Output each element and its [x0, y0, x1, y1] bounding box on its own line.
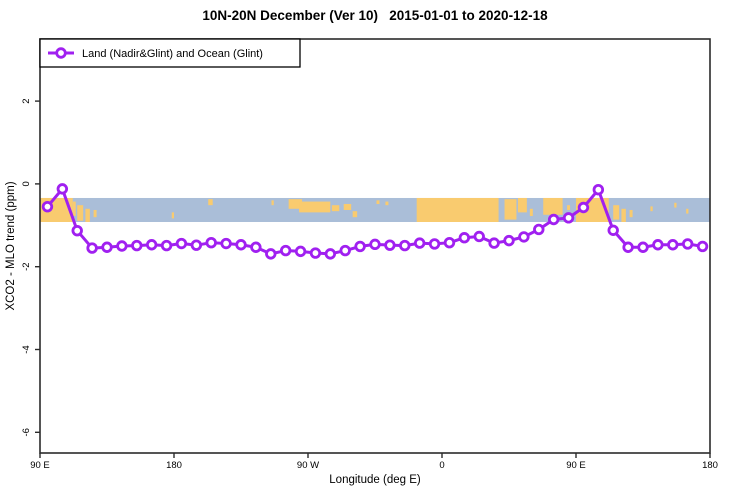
data-point-marker [428, 238, 441, 250]
data-point-marker [190, 239, 203, 251]
data-point-marker [71, 224, 83, 237]
land-patch [543, 197, 563, 215]
data-point-marker [205, 236, 217, 249]
data-point-marker [577, 201, 590, 214]
data-point-marker [41, 200, 54, 213]
legend-label: Land (Nadir&Glint) and Ocean (Glint) [82, 48, 263, 60]
data-point-marker [131, 239, 143, 252]
data-point-marker [443, 236, 456, 249]
land-patch [567, 205, 571, 210]
land-patch [416, 197, 499, 222]
data-point-marker [562, 212, 575, 224]
data-point-marker [175, 237, 188, 250]
land-patch [208, 199, 213, 206]
land-patch [77, 205, 84, 221]
data-point-marker [547, 213, 560, 226]
land-patch [288, 199, 303, 209]
data-point-marker [309, 247, 322, 259]
land-patch [517, 197, 527, 213]
land-patch [674, 202, 677, 208]
data-point-marker [696, 240, 709, 253]
data-point-marker [86, 242, 98, 254]
x-tick-label: 90 E [30, 460, 50, 471]
y-tick-label: -6 [21, 428, 32, 436]
land-patch [352, 211, 358, 218]
data-point-marker [518, 231, 530, 243]
data-point-marker [294, 245, 307, 258]
data-point-marker [384, 239, 396, 251]
data-point-marker [473, 230, 485, 243]
data-point-marker [458, 232, 471, 244]
land-patch [650, 206, 653, 212]
land-patch [331, 205, 340, 212]
x-tick-label: 180 [702, 460, 718, 471]
data-point-marker [622, 241, 634, 253]
data-point-marker [369, 238, 381, 251]
x-axis-title: Longitude (deg E) [329, 474, 421, 486]
land-patch [613, 205, 620, 220]
data-point-marker [235, 239, 247, 251]
land-patch [271, 200, 274, 206]
land-patch [343, 203, 352, 210]
data-point-marker [413, 237, 426, 249]
plot-frame [39, 38, 711, 454]
land-patch [629, 209, 633, 218]
data-point-marker [101, 241, 113, 253]
data-point-marker [250, 241, 262, 253]
data-point-marker [399, 239, 411, 252]
data-point-marker [160, 239, 173, 252]
data-point-marker [533, 223, 545, 236]
y-tick-label: -2 [21, 262, 32, 270]
land-patch [385, 201, 389, 206]
land-patch [85, 208, 90, 222]
land-patch [93, 209, 97, 218]
y-tick-label: 0 [21, 181, 32, 186]
land-patch [504, 199, 517, 220]
data-point-marker [488, 237, 500, 249]
land-patch [621, 208, 626, 222]
land-patch [299, 201, 331, 213]
y-tick-label: 2 [21, 98, 32, 103]
land-patch [529, 208, 533, 216]
data-point-marker [652, 239, 664, 251]
legend-sample-marker [55, 47, 67, 59]
chart-title: 10N-20N December (Ver 10) 2015-01-01 to … [202, 8, 548, 23]
x-tick-label: 180 [166, 460, 182, 471]
data-point-marker [667, 239, 679, 251]
data-point-marker [265, 248, 277, 260]
data-point-marker [592, 183, 605, 196]
data-point-marker [607, 224, 619, 236]
y-tick-label: -4 [21, 345, 32, 353]
data-point-marker [145, 239, 158, 251]
land-patch [72, 201, 76, 216]
data-point-marker [354, 240, 366, 253]
data-point-marker [637, 241, 649, 253]
data-point-marker [681, 238, 694, 250]
land-patch [686, 208, 689, 214]
legend-box [39, 38, 301, 68]
land-patch [376, 200, 380, 204]
y-axis-title: XCO2 - MLO trend (ppm) [5, 181, 17, 311]
data-point-marker [116, 240, 128, 252]
x-tick-label: 0 [439, 460, 444, 471]
data-point-marker [339, 244, 351, 257]
data-point-marker [324, 248, 337, 260]
x-tick-label: 90 E [566, 460, 586, 471]
data-point-marker [220, 237, 232, 250]
data-point-marker [56, 183, 69, 195]
data-point-marker [503, 234, 515, 247]
land-patch [171, 212, 174, 219]
x-tick-label: 90 W [297, 460, 319, 471]
data-point-marker [279, 244, 292, 257]
